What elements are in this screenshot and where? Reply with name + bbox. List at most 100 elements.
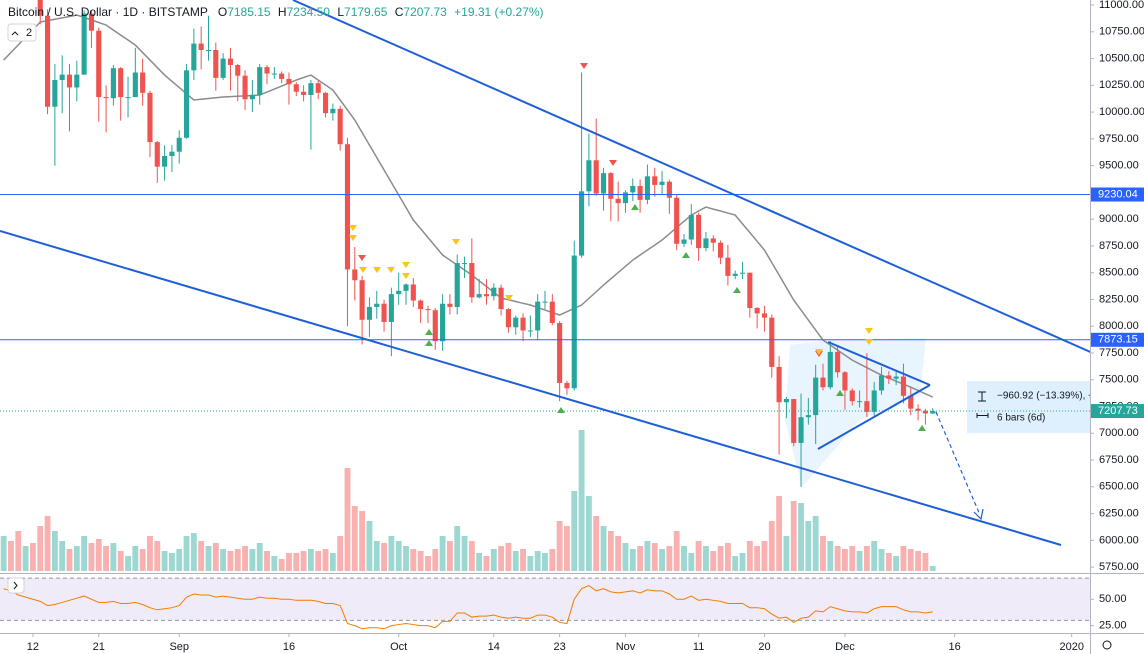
axes: 5750.00 6000.00 6250.00 6500.00 6750.00 7000.… bbox=[27, 0, 1144, 653]
volume-bar bbox=[820, 536, 826, 571]
volume-bar bbox=[168, 553, 175, 571]
ohlc-value: 7185.15 bbox=[227, 5, 271, 19]
candle-body bbox=[615, 198, 621, 204]
arrow-head bbox=[973, 508, 984, 521]
volume-bar bbox=[878, 549, 885, 571]
candle-body bbox=[835, 351, 841, 373]
volume-bar bbox=[103, 546, 109, 571]
candle-body bbox=[59, 74, 65, 80]
price-label-box bbox=[1091, 187, 1144, 202]
candle-body bbox=[191, 43, 197, 71]
volume-bar bbox=[490, 549, 497, 571]
volume-bar bbox=[344, 468, 351, 571]
volume-bar bbox=[300, 551, 307, 571]
settings-icon[interactable] bbox=[1102, 640, 1112, 650]
volume-bar bbox=[125, 556, 131, 571]
volume-bar bbox=[498, 546, 505, 571]
candle-body bbox=[857, 401, 863, 403]
volume-bar bbox=[417, 551, 424, 571]
rsi-collapse-button[interactable] bbox=[7, 577, 25, 594]
volume-bar bbox=[593, 516, 600, 571]
candle-body bbox=[483, 294, 490, 297]
volume-bar bbox=[885, 553, 892, 571]
candle-body bbox=[374, 303, 380, 307]
volume-bar bbox=[337, 536, 344, 571]
volume-bar bbox=[322, 549, 329, 571]
volume-bar bbox=[264, 551, 270, 571]
candle-body bbox=[66, 74, 73, 88]
volume-bar bbox=[842, 549, 848, 571]
volume-bar bbox=[59, 541, 66, 571]
candle-body bbox=[74, 74, 80, 88]
measure-background bbox=[967, 381, 1090, 433]
y-tick-label: 11000.00 bbox=[1099, 0, 1144, 11]
candle-body bbox=[271, 73, 277, 75]
x-tick-label: 14 bbox=[488, 641, 500, 653]
volume-bar bbox=[359, 511, 366, 571]
y-tick-label: 10750.00 bbox=[1099, 26, 1144, 38]
volume-bar bbox=[147, 536, 153, 571]
candle-body bbox=[600, 173, 607, 194]
candle-body bbox=[527, 330, 533, 332]
volume-bar bbox=[571, 491, 578, 571]
candle-body bbox=[739, 272, 746, 274]
candle-body bbox=[505, 309, 511, 328]
triangle-line bbox=[827, 341, 931, 386]
x-tick-label: Dec bbox=[835, 641, 855, 653]
volume-bar bbox=[212, 543, 219, 571]
x-tick-label: 12 bbox=[27, 641, 39, 653]
signal bbox=[425, 340, 433, 346]
candle-body bbox=[557, 323, 563, 383]
candle-body bbox=[381, 303, 387, 322]
candle-body bbox=[447, 303, 453, 307]
y-tick-label: 8000.00 bbox=[1099, 320, 1139, 332]
volume-bar bbox=[0, 536, 7, 571]
y-tick-label: 7500.00 bbox=[1099, 374, 1139, 386]
candle-body bbox=[783, 399, 789, 403]
volume-bar bbox=[556, 521, 563, 571]
moving-average bbox=[3, 14, 934, 398]
volume-bar bbox=[446, 541, 453, 571]
y-tick-label: 6500.00 bbox=[1099, 481, 1139, 493]
signal bbox=[359, 267, 367, 273]
signal bbox=[358, 255, 366, 261]
volume-bar bbox=[644, 541, 651, 571]
candle-body bbox=[776, 366, 782, 403]
candle-body bbox=[418, 300, 424, 310]
candle-body bbox=[242, 75, 248, 100]
candle-body bbox=[747, 272, 753, 309]
volume-bar bbox=[907, 549, 914, 571]
signal bbox=[557, 407, 565, 413]
candle-body bbox=[878, 375, 885, 391]
volume-bar bbox=[461, 536, 468, 571]
candle-body bbox=[718, 242, 724, 258]
volume-bar bbox=[717, 546, 724, 571]
price-label: 7873.15 bbox=[1098, 334, 1138, 346]
volume-bar bbox=[249, 549, 256, 571]
candle-body bbox=[37, 0, 43, 16]
pane-collapse-button[interactable] bbox=[7, 23, 37, 42]
candle-body bbox=[308, 83, 314, 95]
candle-body bbox=[286, 78, 292, 85]
volume-bar bbox=[834, 546, 841, 571]
volume-bar bbox=[578, 430, 585, 571]
candle-body bbox=[227, 58, 233, 65]
candle-body bbox=[440, 303, 446, 342]
signal bbox=[452, 239, 460, 245]
signal bbox=[402, 262, 410, 268]
chevron-icon bbox=[11, 31, 19, 36]
y-tick-label: 8250.00 bbox=[1099, 293, 1139, 305]
candle-body bbox=[827, 351, 833, 388]
volume-bar bbox=[293, 553, 300, 571]
volume-bar bbox=[754, 546, 761, 571]
candle-body bbox=[666, 181, 672, 198]
volume-bar bbox=[776, 496, 783, 571]
chevron-icon bbox=[13, 581, 18, 590]
candle-body bbox=[118, 68, 124, 98]
volume-bar bbox=[454, 526, 461, 571]
candle-body bbox=[183, 70, 190, 138]
candle-body bbox=[644, 176, 650, 200]
volume-bar bbox=[329, 553, 336, 571]
candle-body bbox=[630, 185, 636, 193]
